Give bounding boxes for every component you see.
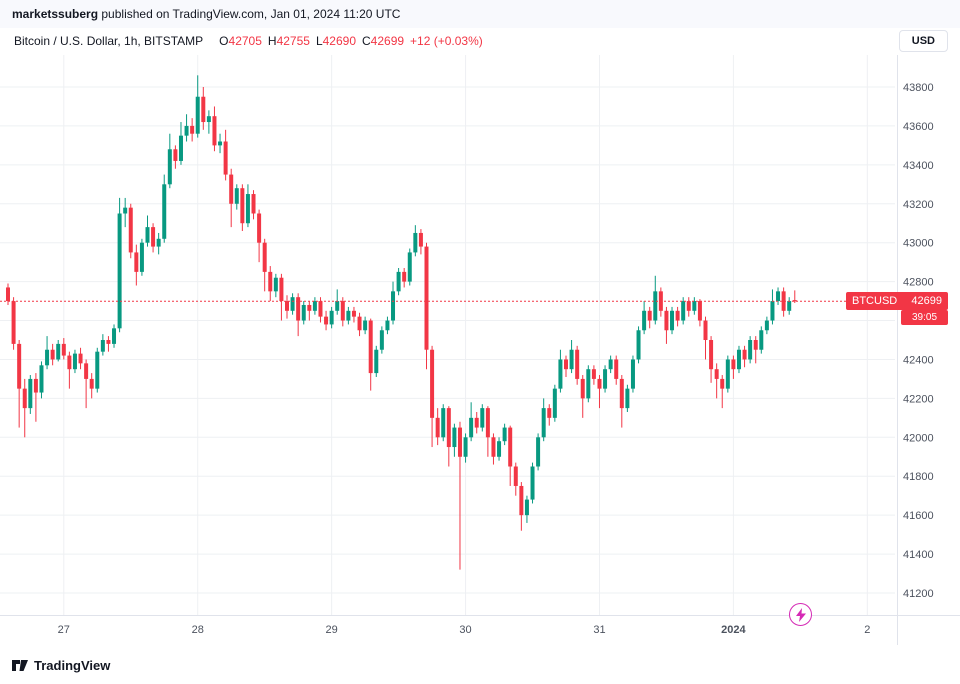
attribution-text: published on TradingView.com, Jan 01, 20… (98, 7, 401, 21)
svg-text:43600: 43600 (903, 121, 934, 133)
svg-text:42400: 42400 (903, 354, 934, 366)
svg-text:30: 30 (459, 624, 471, 636)
svg-text:28: 28 (192, 624, 204, 636)
svg-text:41600: 41600 (903, 510, 934, 522)
attribution-bar: marketssuberg published on TradingView.c… (0, 0, 960, 28)
chart-card: Bitcoin / U.S. Dollar, 1h, BITSTAMP O4270… (0, 28, 960, 648)
footer-brand-label: TradingView (34, 658, 111, 673)
svg-text:41200: 41200 (903, 588, 934, 600)
svg-text:29: 29 (326, 624, 338, 636)
svg-text:42800: 42800 (903, 277, 934, 289)
low-label: L (315, 34, 323, 48)
last-price-value: 42699 (911, 295, 942, 308)
svg-text:42000: 42000 (903, 432, 934, 444)
svg-text:27: 27 (58, 624, 70, 636)
last-price-symbol: BTCUSD (852, 295, 898, 308)
candlestick-chart[interactable]: 4120041400416004180042000422004240042600… (0, 55, 960, 645)
chart-legend[interactable]: Bitcoin / U.S. Dollar, 1h, BITSTAMP O4270… (14, 34, 483, 48)
svg-text:31: 31 (593, 624, 605, 636)
svg-text:2024: 2024 (721, 624, 746, 636)
high-value: 42755 (276, 34, 310, 48)
bar-countdown: 39:05 (901, 310, 948, 326)
open-value: 42705 (228, 34, 262, 48)
username: marketssuberg (12, 7, 99, 21)
svg-text:43800: 43800 (903, 82, 934, 94)
high-label: H (267, 34, 277, 48)
tradingview-logo-icon (12, 660, 28, 671)
lightning-bolt-icon (795, 607, 806, 622)
last-price-label: BTCUSD 42699 (846, 292, 948, 311)
footer-brand[interactable]: TradingView (12, 658, 110, 673)
svg-text:41400: 41400 (903, 549, 934, 561)
svg-text:43000: 43000 (903, 238, 934, 250)
svg-text:41800: 41800 (903, 471, 934, 483)
close-value: 42699 (370, 34, 405, 48)
open-label: O (219, 34, 229, 48)
svg-text:43400: 43400 (903, 160, 934, 172)
low-value: 42690 (322, 34, 356, 48)
svg-text:42200: 42200 (903, 393, 934, 405)
svg-text:2: 2 (864, 624, 870, 636)
flash-boost-icon[interactable] (789, 603, 812, 626)
currency-toggle-button[interactable]: USD (898, 30, 948, 52)
close-label: C (362, 34, 371, 48)
change-value: +12 (+0.03%) (410, 34, 483, 48)
svg-text:43200: 43200 (903, 199, 934, 211)
symbol-title[interactable]: Bitcoin / U.S. Dollar, 1h, BITSTAMP (14, 34, 204, 48)
